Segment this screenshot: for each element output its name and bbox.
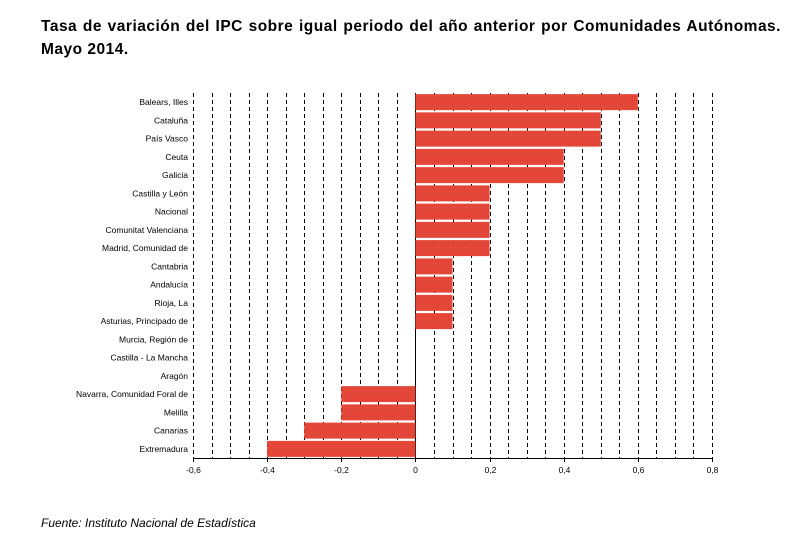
bar	[415, 148, 564, 165]
category-label: Rioja, La	[154, 298, 188, 308]
bar	[415, 221, 490, 238]
axes	[193, 458, 713, 462]
x-tick-label: 0,6	[633, 465, 645, 475]
x-tick-label: 0,4	[559, 465, 571, 475]
chart-title: Tasa de variación del IPC sobre igual pe…	[41, 18, 781, 58]
category-label: Asturias, Principado de	[101, 316, 189, 326]
tick-labels: -0,6 -0,4 -0,2 0 0,2 0,4 0,6 0,8	[186, 465, 719, 475]
bar	[341, 386, 416, 403]
category-label: Murcia, Región de	[119, 334, 188, 344]
category-label: Ceuta	[165, 152, 188, 162]
grid-lines	[193, 93, 713, 458]
x-tick-label: -0,6	[186, 465, 201, 475]
category-label: Aragón	[161, 371, 189, 381]
category-labels: Balears, Illes Cataluña País Vasco Ceuta Gal…	[76, 97, 188, 454]
bar	[415, 167, 564, 184]
bar	[415, 94, 638, 111]
bar	[415, 313, 453, 330]
bar	[415, 240, 490, 257]
x-tick-label: -0,4	[260, 465, 275, 475]
bar	[415, 203, 490, 220]
bar	[341, 404, 416, 421]
category-label: Navarra, Comunidad Foral de	[76, 389, 188, 399]
category-label: Madrid, Comunidad de	[102, 243, 188, 253]
category-label: Cantabria	[151, 261, 188, 271]
x-tick-label: 0	[413, 465, 418, 475]
category-label: Balears, Illes	[139, 97, 188, 107]
bar	[304, 422, 416, 439]
category-label: País Vasco	[146, 134, 189, 144]
bars	[267, 94, 638, 457]
category-label: Castilla - La Mancha	[111, 353, 189, 363]
source-note: Fuente: Instituto Nacional de Estadístic…	[41, 516, 256, 530]
category-label: Canarias	[154, 426, 188, 436]
category-label: Andalucía	[150, 280, 188, 290]
bar	[415, 294, 453, 311]
category-label: Castilla y León	[132, 188, 188, 198]
x-tick-label: 0,8	[707, 465, 719, 475]
bar	[415, 276, 453, 293]
bar-chart: Balears, Illes Cataluña País Vasco Ceuta Gal…	[76, 93, 719, 475]
bar	[267, 440, 416, 457]
x-tick-label: 0,2	[485, 465, 497, 475]
bar	[415, 258, 453, 275]
category-label: Nacional	[155, 207, 188, 217]
bar	[415, 185, 490, 202]
category-label: Extremadura	[139, 444, 188, 454]
category-label: Melilla	[164, 407, 188, 417]
bar	[415, 130, 601, 147]
category-label: Galicia	[162, 170, 188, 180]
x-tick-label: -0,2	[334, 465, 349, 475]
bar	[415, 112, 601, 129]
category-label: Cataluña	[154, 115, 188, 125]
category-label: Comunitat Valenciana	[105, 225, 188, 235]
